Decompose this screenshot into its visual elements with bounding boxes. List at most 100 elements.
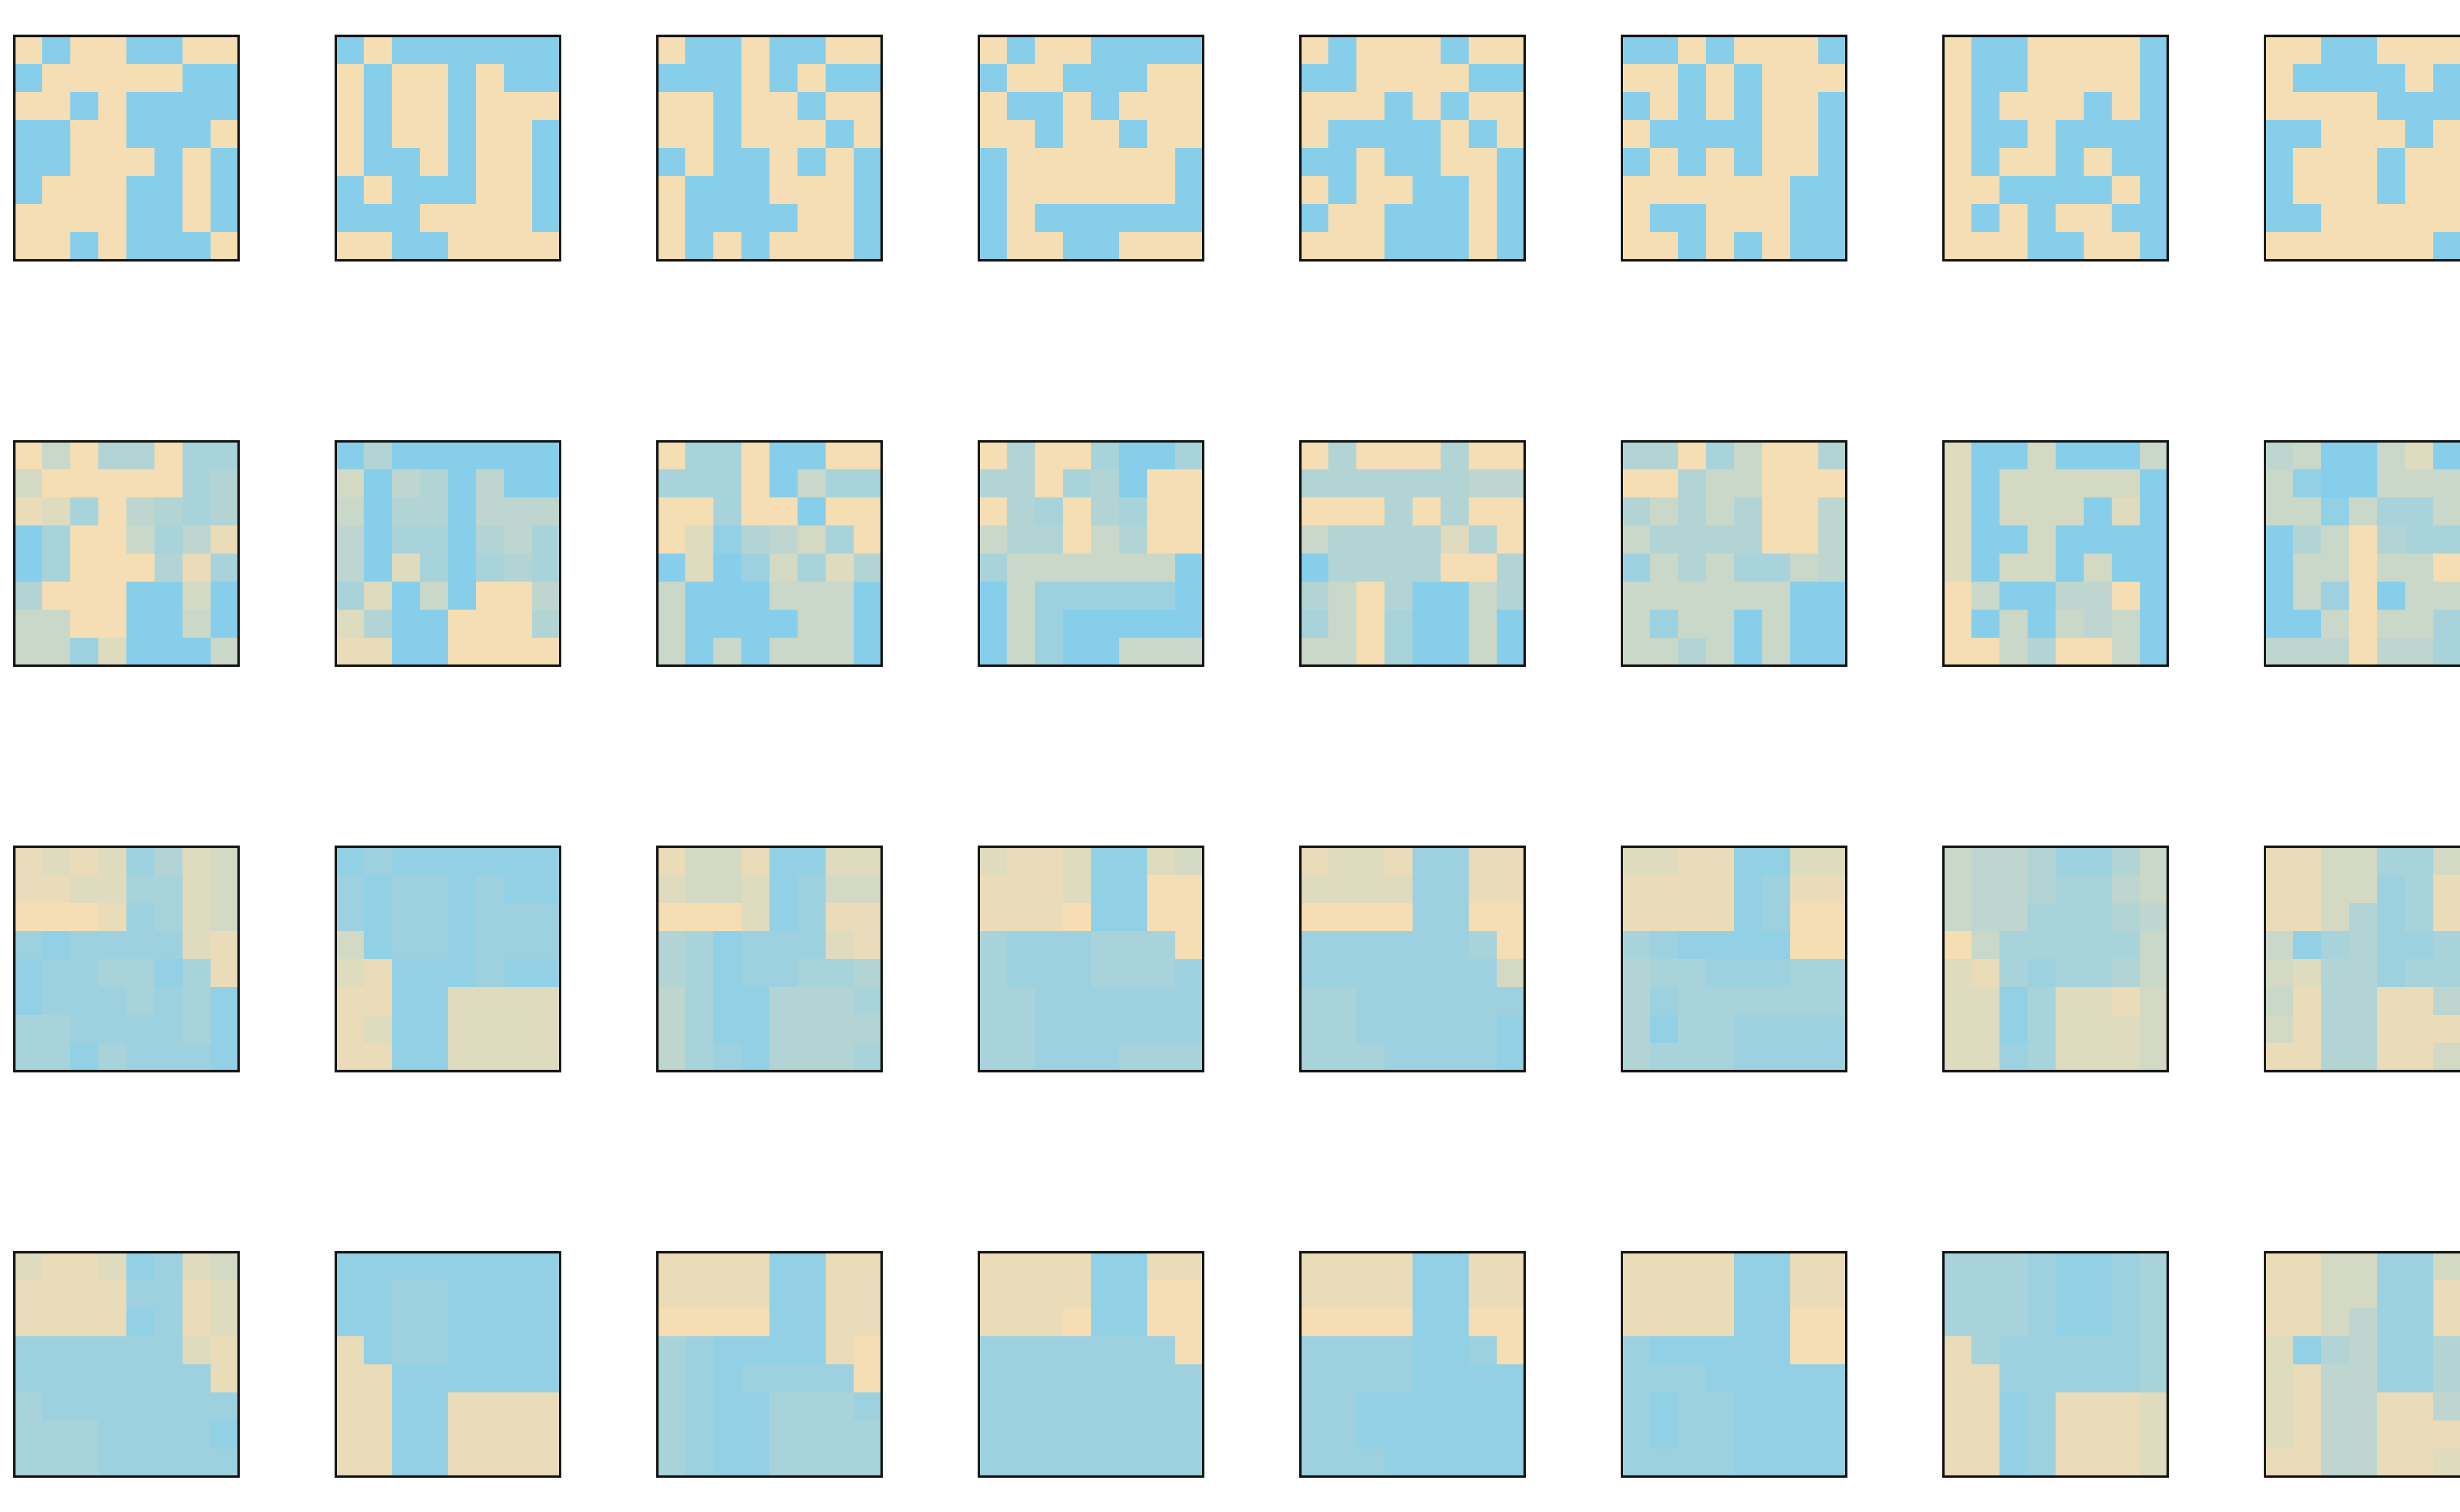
- heatmap-cell: [1091, 1392, 1120, 1421]
- heatmap-cell: [1678, 987, 1707, 1016]
- heatmap-cell: [126, 959, 155, 987]
- heatmap-cell: [2377, 497, 2406, 526]
- heatmap-cell: [364, 232, 393, 261]
- heatmap-cell: [2377, 1336, 2406, 1365]
- heatmap-cell: [1300, 441, 1329, 470]
- heatmap-cell: [685, 1280, 714, 1309]
- heatmap-cell: [798, 847, 826, 875]
- heatmap-cell: [1971, 1252, 2000, 1281]
- heatmap-cell: [532, 903, 561, 931]
- panel-frame: [978, 440, 1204, 667]
- heatmap-cell: [1790, 497, 1819, 526]
- heatmap-cell: [1999, 931, 2028, 959]
- heatmap-cell: [1175, 1364, 1204, 1393]
- heatmap-cell: [1622, 469, 1651, 498]
- heatmap-cell: [1999, 903, 2028, 931]
- heatmap-cell: [2321, 1336, 2350, 1365]
- heatmap-cell: [1678, 36, 1707, 64]
- heatmap-cell: [798, 1252, 826, 1281]
- heatmap-cell: [1622, 497, 1651, 526]
- heatmap-cell: [1497, 1336, 1525, 1365]
- heatmap-cell: [2293, 204, 2322, 233]
- heatmap-cell: [98, 554, 127, 582]
- heatmap-cell: [769, 1336, 798, 1365]
- heatmap-cell: [2028, 36, 2056, 64]
- heatmap-cell: [2377, 232, 2406, 261]
- heatmap-cell: [1469, 987, 1497, 1016]
- heatmap-cell: [854, 525, 882, 554]
- heatmap-cell: [2321, 525, 2350, 554]
- heatmap-cell: [1762, 204, 1791, 233]
- heatmap-cell: [2293, 610, 2322, 638]
- heatmap-cell: [2293, 959, 2322, 987]
- heatmap-cell: [392, 1420, 421, 1449]
- heatmap-cell: [854, 987, 882, 1016]
- heatmap-cell: [126, 176, 155, 205]
- panel-frame: [1942, 34, 2169, 262]
- heatmap-cell: [1650, 64, 1679, 93]
- heatmap-cell: [183, 903, 211, 931]
- heatmap-cell: [713, 92, 742, 121]
- heatmap-cell: [741, 1280, 770, 1309]
- heatmap-cell: [657, 903, 686, 931]
- heatmap-cell: [1762, 582, 1791, 610]
- heatmap-cell: [2056, 1308, 2084, 1337]
- heatmap-cell: [854, 1015, 882, 1044]
- heatmap-cell: [14, 1449, 43, 1477]
- heatmap-cell: [1622, 92, 1651, 121]
- heatmap-cell: [1678, 847, 1707, 875]
- heatmap-cell: [1734, 232, 1763, 261]
- heatmap-cell: [854, 1449, 882, 1477]
- heatmap-cell: [979, 959, 1008, 987]
- heatmap-cell: [1678, 582, 1707, 610]
- heatmap-cell: [1706, 469, 1735, 498]
- heatmap-panel-r4-c6: [1621, 1251, 1847, 1478]
- heatmap-cell: [1650, 441, 1679, 470]
- heatmap-cell: [1007, 875, 1036, 903]
- heatmap-cell: [1999, 1336, 2028, 1365]
- heatmap-cell: [2084, 554, 2112, 582]
- heatmap-cell: [2377, 638, 2406, 666]
- heatmap-cell: [685, 1364, 714, 1393]
- heatmap-cell: [685, 204, 714, 233]
- heatmap-cell: [1790, 1280, 1819, 1309]
- heatmap-cell: [713, 931, 742, 959]
- heatmap-cell: [685, 987, 714, 1016]
- heatmap-cell: [1091, 1336, 1120, 1365]
- heatmap-cell: [826, 120, 854, 149]
- heatmap-cell: [1943, 959, 1972, 987]
- heatmap-cell: [2293, 497, 2322, 526]
- heatmap-cell: [2084, 120, 2112, 149]
- heatmap-cell: [1971, 610, 2000, 638]
- heatmap-cell: [1469, 525, 1497, 554]
- heatmap-cell: [2405, 469, 2434, 498]
- heatmap-cell: [2405, 120, 2434, 149]
- heatmap-cell: [741, 441, 770, 470]
- heatmap-cell: [1706, 931, 1735, 959]
- heatmap-cell: [979, 36, 1008, 64]
- heatmap-cell: [392, 1449, 421, 1477]
- heatmap-cell: [2265, 497, 2294, 526]
- heatmap-cell: [211, 204, 239, 233]
- heatmap-cell: [1650, 1015, 1679, 1044]
- heatmap-cell: [1328, 176, 1357, 205]
- heatmap-cell: [1007, 525, 1036, 554]
- heatmap-cell: [154, 987, 183, 1016]
- heatmap-cell: [2028, 987, 2056, 1016]
- heatmap-cell: [2293, 847, 2322, 875]
- heatmap-cell: [1678, 1308, 1707, 1337]
- heatmap-panel-r2-c2: [335, 440, 561, 667]
- heatmap-cell: [2349, 931, 2378, 959]
- heatmap-cell: [1650, 92, 1679, 121]
- heatmap-cell: [1790, 1364, 1819, 1393]
- heatmap-cell: [1943, 1308, 1972, 1337]
- heatmap-cell: [2112, 525, 2140, 554]
- heatmap-cell: [2377, 204, 2406, 233]
- heatmap-cell: [448, 1043, 477, 1072]
- heatmap-cell: [211, 232, 239, 261]
- heatmap-cell: [2433, 148, 2460, 177]
- heatmap-cell: [42, 582, 71, 610]
- heatmap-cell: [2377, 1364, 2406, 1393]
- heatmap-cell: [1035, 1392, 1064, 1421]
- heatmap-cell: [1007, 847, 1036, 875]
